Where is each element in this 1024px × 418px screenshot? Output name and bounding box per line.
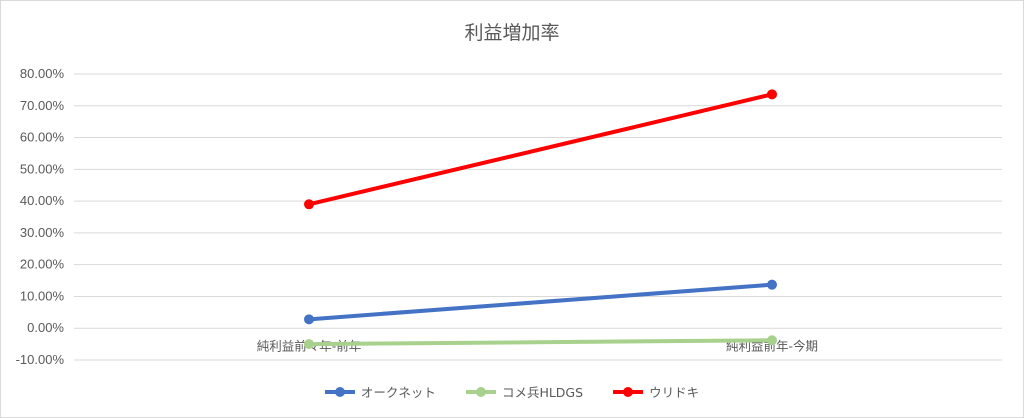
legend: オークネット コメ兵HLDGS ウリドキ	[0, 382, 1024, 401]
data-point	[304, 314, 314, 325]
y-tick-label: 0.00%	[27, 320, 64, 335]
data-point	[767, 89, 777, 100]
y-tick-label: 40.00%	[20, 193, 65, 208]
y-tick-label: 80.00%	[20, 66, 65, 81]
legend-item: ウリドキ	[613, 382, 699, 401]
series-line	[307, 282, 774, 322]
legend-dot-icon	[475, 386, 486, 397]
series-line	[307, 338, 774, 347]
data-point	[304, 339, 314, 350]
data-point	[767, 335, 777, 346]
legend-label: コメ兵HLDGS	[501, 385, 584, 400]
series-line	[307, 92, 774, 207]
legend-dot-icon	[334, 386, 345, 397]
legend-item: コメ兵HLDGS	[465, 382, 584, 401]
legend-item: オークネット	[324, 382, 436, 401]
y-tick-label: 30.00%	[20, 225, 65, 240]
data-point	[304, 199, 314, 210]
y-tick-label: 10.00%	[20, 288, 65, 303]
y-tick-label: 20.00%	[20, 257, 65, 272]
legend-label: オークネット	[360, 385, 436, 400]
y-tick-label: 70.00%	[20, 98, 65, 113]
legend-marker-icon	[465, 386, 496, 397]
y-tick-label: 60.00%	[20, 130, 65, 145]
data-point	[767, 279, 777, 290]
legend-marker-icon	[324, 386, 355, 397]
legend-label: ウリドキ	[649, 385, 700, 400]
legend-dot-icon	[623, 386, 634, 397]
legend-marker-icon	[613, 386, 644, 397]
y-tick-label: 50.00%	[20, 161, 65, 176]
chart-title: 利益増加率	[464, 22, 560, 44]
y-tick-label: -10.00%	[16, 352, 65, 367]
